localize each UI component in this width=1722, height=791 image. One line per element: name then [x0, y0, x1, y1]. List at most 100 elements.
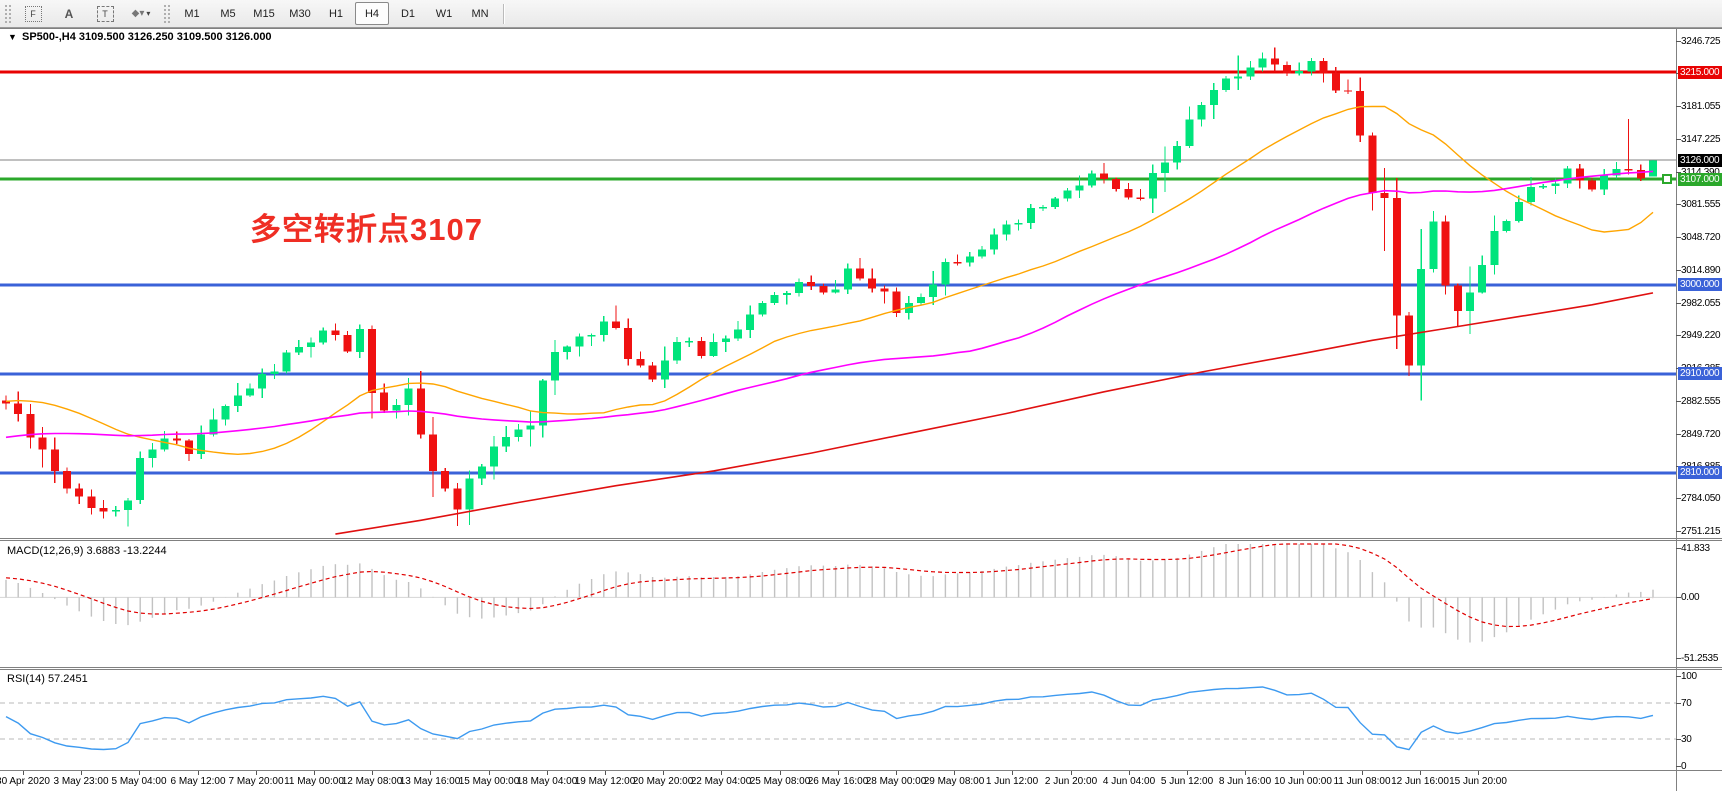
axis-tick-label: 3081.555 [1681, 199, 1721, 210]
time-axis-label: 5 May 04:00 [111, 776, 167, 787]
time-tick-mark [663, 771, 664, 775]
timeframe-button-d1[interactable]: D1 [400, 7, 416, 20]
axis-tick-mark [1676, 303, 1681, 304]
candle-bodies [2, 58, 1657, 512]
time-tick-mark [430, 771, 431, 775]
hline-3107-handle[interactable] [1662, 174, 1672, 184]
time-tick-mark [198, 771, 199, 775]
time-axis-label: 30 Apr 2020 [0, 776, 50, 787]
time-axis-label: 7 May 20:00 [228, 776, 284, 787]
axis-tick-mark [1676, 531, 1681, 532]
time-axis-label: 18 May 04:00 [516, 776, 578, 787]
time-tick-mark [954, 771, 955, 775]
time-axis-label: 29 May 08:00 [923, 776, 985, 787]
time-axis-label: 26 May 16:00 [807, 776, 869, 787]
macd-separator-line1[interactable] [0, 538, 1722, 539]
rsi-label: RSI(14) 57.2451 [7, 673, 88, 685]
axis-tick-mark [1676, 270, 1681, 271]
time-tick-mark [1420, 771, 1421, 775]
time-tick-mark [314, 771, 315, 775]
axis-tick-label: 100 [1681, 671, 1697, 682]
time-axis-label: 5 Jun 12:00 [1160, 776, 1214, 787]
timeframe-button-h1[interactable]: H1 [328, 7, 344, 20]
time-tick-mark [605, 771, 606, 775]
rsi-separator-line2[interactable] [0, 669, 1722, 670]
axis-tick-mark [1676, 41, 1681, 42]
timeframe-button-h4[interactable]: H4 [355, 2, 389, 25]
time-tick-mark [256, 771, 257, 775]
drawing-tools-group: F A T ◆▾ ▾ [15, 2, 159, 25]
macd-separator-line2[interactable] [0, 540, 1722, 541]
axis-tick-mark [1676, 703, 1681, 704]
axis-tick-label: 2849.720 [1681, 429, 1721, 440]
chart-window-icon[interactable]: F [16, 2, 50, 25]
rsi-separator-line1[interactable] [0, 667, 1722, 668]
axis-tick-label: 3048.720 [1681, 232, 1721, 243]
axis-tick-mark [1676, 237, 1681, 238]
axis-tick-label: 41.833 [1681, 543, 1710, 554]
toolbar-grip[interactable] [4, 3, 11, 24]
main-chart-canvas[interactable] [0, 28, 1676, 538]
symbol-dropdown-icon[interactable]: ▼ [8, 32, 17, 42]
time-tick-mark [1478, 771, 1479, 775]
axis-tick-label: 3181.055 [1681, 101, 1721, 112]
axis-tick-label: 0.00 [1681, 592, 1700, 603]
text-annotation[interactable]: 多空转折点3107 [250, 212, 483, 247]
time-axis-label: 11 Jun 08:00 [1333, 776, 1391, 787]
toolbar-separator [503, 3, 504, 24]
price-axis-border [1676, 28, 1677, 791]
time-axis-label: 6 May 12:00 [170, 776, 226, 787]
timeframe-toolbar-grip[interactable] [163, 3, 170, 24]
ma-fast-line [5, 105, 1654, 456]
time-tick-mark [896, 771, 897, 775]
time-tick-mark [372, 771, 373, 775]
text-label-icon[interactable]: A [64, 6, 74, 21]
time-tick-mark [721, 771, 722, 775]
axis-tick-label: 3147.225 [1681, 134, 1721, 145]
timeframe-button-m30[interactable]: M30 [289, 7, 311, 20]
time-axis-label: 10 Jun 00:00 [1274, 776, 1332, 787]
price-badge-3126: 3126.000 [1678, 154, 1722, 167]
axis-tick-label: 2949.220 [1681, 330, 1721, 341]
toolbar: F A T ◆▾ ▾ M1 M5 M15 M30 H1 H4 D1 W1 MN [0, 0, 1722, 28]
axis-tick-mark [1676, 335, 1681, 336]
time-axis-label: 1 Jun 12:00 [985, 776, 1039, 787]
timeframe-button-m1[interactable]: M1 [184, 7, 200, 20]
timeframe-button-w1[interactable]: W1 [435, 7, 453, 20]
time-axis-label: 28 May 00:00 [865, 776, 927, 787]
time-axis-label: 3 May 23:00 [53, 776, 109, 787]
time-axis-label: 20 May 20:00 [632, 776, 694, 787]
chart-title: SP500-,H4 3109.500 3126.250 3109.500 312… [22, 31, 272, 43]
axis-tick-mark [1676, 498, 1681, 499]
axis-tick-label: 70 [1681, 698, 1692, 709]
macd-panel-canvas[interactable] [0, 541, 1676, 667]
ma-slow-line [335, 292, 1654, 535]
timeframe-button-m15[interactable]: M15 [253, 7, 275, 20]
axis-tick-label: 2982.055 [1681, 298, 1721, 309]
axis-tick-label: 2882.555 [1681, 396, 1721, 407]
time-tick-mark [1245, 771, 1246, 775]
axis-tick-mark [1676, 172, 1681, 173]
axis-tick-label: -51.2535 [1681, 653, 1719, 664]
time-axis-label: 8 Jun 16:00 [1218, 776, 1272, 787]
time-tick-mark [547, 771, 548, 775]
main-panel-top-border [0, 28, 1722, 29]
time-tick-mark [139, 771, 140, 775]
arrow-objects-icon[interactable]: ◆▾ ▾ [131, 8, 151, 19]
time-tick-mark [838, 771, 839, 775]
rsi-panel-canvas[interactable] [0, 670, 1676, 770]
timeframe-button-m5[interactable]: M5 [220, 7, 236, 20]
axis-tick-mark [1676, 434, 1681, 435]
time-axis-label: 15 Jun 20:00 [1449, 776, 1507, 787]
time-tick-mark [1071, 771, 1072, 775]
axis-tick-mark [1676, 106, 1681, 107]
macd-label: MACD(12,26,9) 3.6883 -13.2244 [7, 545, 167, 557]
time-axis-label: 4 Jun 04:00 [1102, 776, 1156, 787]
time-axis-label: 19 May 12:00 [574, 776, 636, 787]
axis-tick-label: 3246.725 [1681, 36, 1721, 47]
text-box-icon[interactable]: T [88, 2, 122, 25]
price-badge-3000: 3000.000 [1678, 278, 1722, 291]
timeframe-button-mn[interactable]: MN [471, 7, 489, 20]
time-tick-mark [780, 771, 781, 775]
